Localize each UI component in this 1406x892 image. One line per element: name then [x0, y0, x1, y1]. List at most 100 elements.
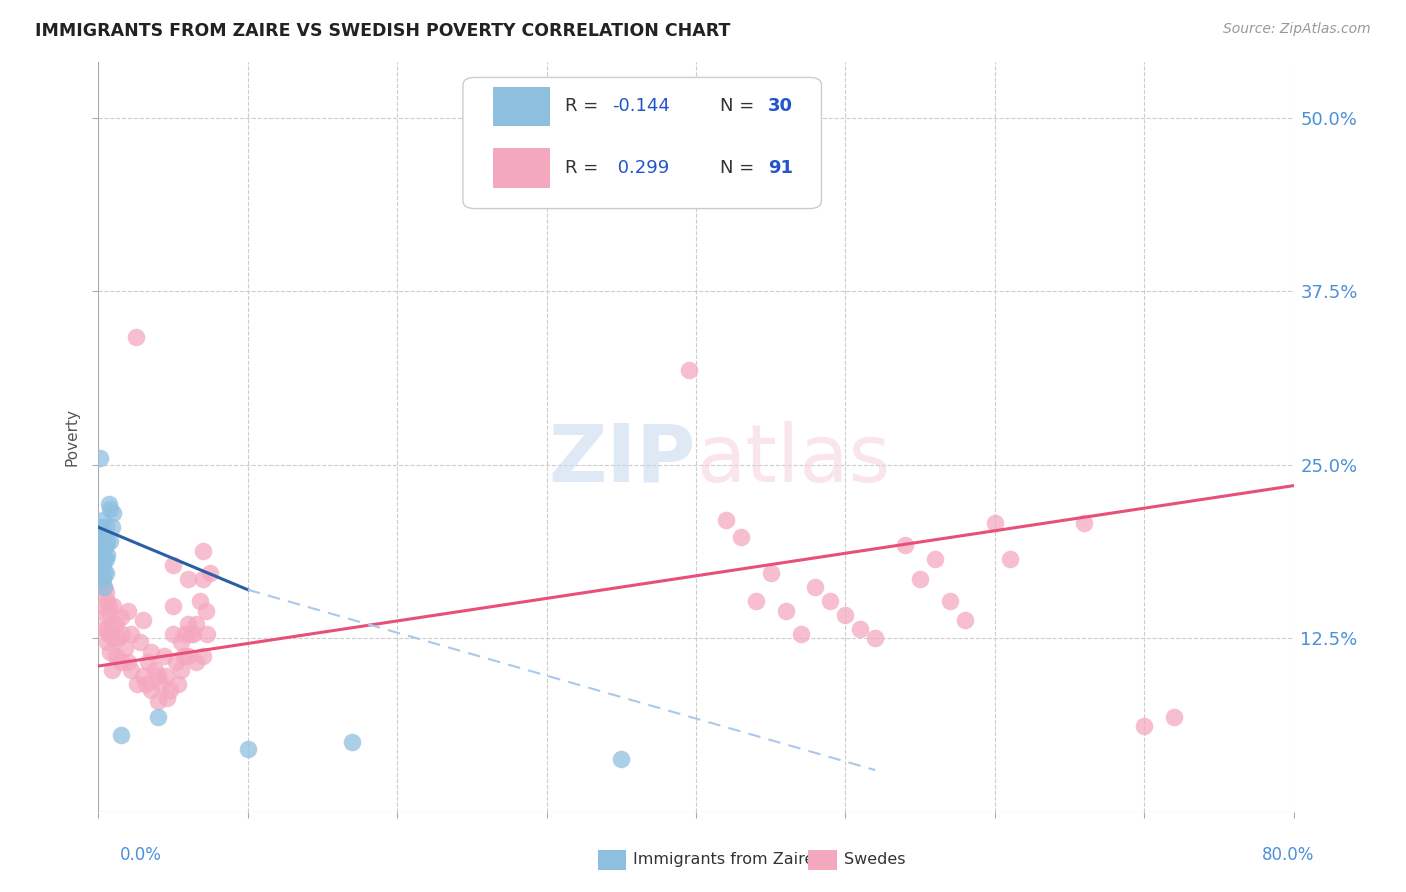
Point [1073, 516, 1095, 530]
Point [984, 516, 1007, 530]
Point [91, 527, 114, 541]
Point [96, 534, 118, 549]
Text: Immigrants from Zaire: Immigrants from Zaire [633, 853, 814, 867]
Text: R =: R = [565, 159, 603, 177]
FancyBboxPatch shape [494, 148, 550, 187]
Point [953, 613, 976, 627]
Point [98, 645, 122, 659]
Point [1163, 710, 1185, 724]
Point [139, 682, 162, 697]
Point [166, 677, 188, 691]
Point [132, 613, 155, 627]
Point [174, 627, 197, 641]
Point [143, 663, 166, 677]
Point [94, 607, 117, 622]
Text: -0.144: -0.144 [613, 97, 671, 115]
Point [169, 635, 191, 649]
Point [90, 548, 112, 562]
Text: 80.0%: 80.0% [1263, 846, 1315, 863]
Point [110, 655, 132, 669]
Point [107, 632, 129, 646]
Point [188, 594, 211, 608]
Point [89, 450, 111, 465]
Point [678, 363, 700, 377]
Point [97, 497, 120, 511]
Point [90, 575, 112, 590]
Point [101, 663, 124, 677]
Point [775, 603, 797, 617]
Point [894, 538, 917, 552]
Point [101, 617, 124, 632]
Point [93, 566, 115, 580]
Point [610, 752, 633, 766]
Point [96, 622, 118, 636]
Point [132, 669, 155, 683]
Point [148, 694, 170, 708]
Text: 91: 91 [768, 159, 793, 177]
FancyBboxPatch shape [494, 87, 550, 126]
Point [730, 530, 752, 544]
Point [195, 603, 218, 617]
Text: R =: R = [565, 97, 603, 115]
Point [93, 580, 115, 594]
Point [849, 622, 872, 636]
Text: ZIP: ZIP [548, 420, 696, 499]
Point [105, 617, 128, 632]
Point [180, 627, 202, 641]
Point [94, 520, 117, 534]
Point [804, 580, 827, 594]
Point [820, 594, 842, 608]
Point [156, 690, 179, 705]
Point [93, 527, 115, 541]
Point [94, 566, 117, 580]
Point [94, 538, 117, 552]
Point [91, 541, 114, 555]
Point [93, 541, 115, 555]
Point [129, 635, 152, 649]
Point [181, 627, 204, 641]
Point [91, 513, 114, 527]
Point [93, 580, 115, 594]
Point [153, 649, 176, 664]
Point [1133, 719, 1156, 733]
Point [191, 544, 214, 558]
Text: N =: N = [720, 97, 759, 115]
Point [162, 627, 184, 641]
Point [177, 617, 200, 632]
Point [136, 655, 159, 669]
Point [91, 599, 114, 614]
Point [103, 632, 125, 646]
Point [110, 728, 132, 742]
Point [97, 599, 120, 614]
Point [342, 735, 364, 749]
Text: 30: 30 [768, 97, 793, 115]
Point [191, 572, 214, 586]
Point [184, 617, 207, 632]
Point [90, 520, 112, 534]
Point [162, 558, 184, 572]
Point [139, 645, 162, 659]
Point [191, 649, 214, 664]
Point [117, 603, 139, 617]
Point [148, 710, 170, 724]
Point [110, 610, 132, 624]
Point [125, 330, 148, 344]
Point [105, 649, 128, 664]
Point [834, 607, 856, 622]
Text: N =: N = [720, 159, 759, 177]
Point [120, 663, 142, 677]
Point [114, 640, 136, 655]
Point [90, 534, 112, 549]
Point [745, 594, 768, 608]
Point [177, 649, 200, 664]
Point [103, 507, 125, 521]
Text: IMMIGRANTS FROM ZAIRE VS SWEDISH POVERTY CORRELATION CHART: IMMIGRANTS FROM ZAIRE VS SWEDISH POVERTY… [35, 22, 731, 40]
Point [998, 552, 1021, 566]
Text: Source: ZipAtlas.com: Source: ZipAtlas.com [1223, 22, 1371, 37]
Point [789, 627, 811, 641]
Point [120, 627, 142, 641]
Point [94, 585, 117, 599]
Point [93, 622, 115, 636]
Point [111, 627, 134, 641]
Text: Swedes: Swedes [844, 853, 905, 867]
